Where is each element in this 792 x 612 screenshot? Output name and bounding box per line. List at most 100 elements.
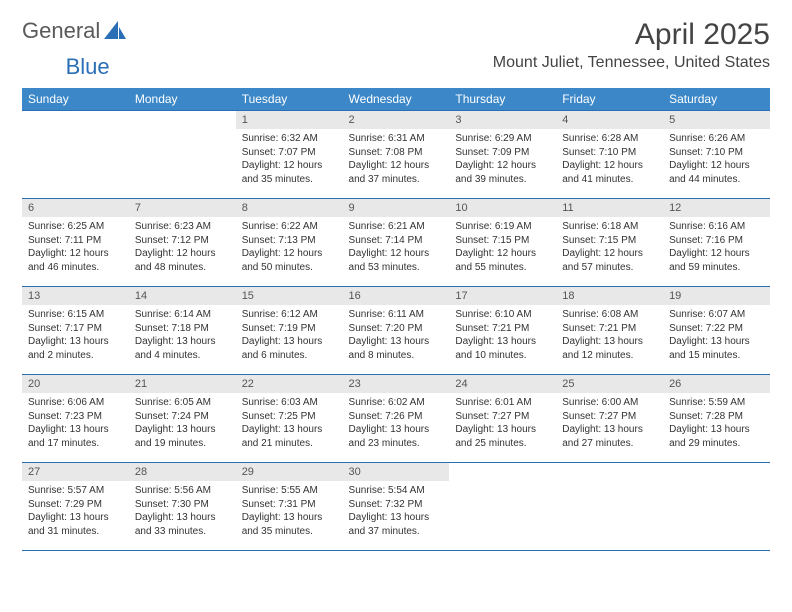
daylight-line: Daylight: 12 hours and 44 minutes. <box>669 159 764 186</box>
day-number: 1 <box>236 111 343 129</box>
weekday-row: SundayMondayTuesdayWednesdayThursdayFrid… <box>22 88 770 111</box>
daylight-line: Daylight: 12 hours and 55 minutes. <box>455 247 550 274</box>
sunrise-line: Sunrise: 6:03 AM <box>242 396 337 410</box>
daylight-line: Daylight: 13 hours and 8 minutes. <box>349 335 444 362</box>
day-body: Sunrise: 6:16 AMSunset: 7:16 PMDaylight:… <box>663 217 770 278</box>
sunrise-line: Sunrise: 5:57 AM <box>28 484 123 498</box>
day-body: Sunrise: 6:03 AMSunset: 7:25 PMDaylight:… <box>236 393 343 454</box>
day-body: Sunrise: 6:01 AMSunset: 7:27 PMDaylight:… <box>449 393 556 454</box>
calendar-cell: 13Sunrise: 6:15 AMSunset: 7:17 PMDayligh… <box>22 287 129 375</box>
weekday-header: Saturday <box>663 88 770 111</box>
calendar-row: 1Sunrise: 6:32 AMSunset: 7:07 PMDaylight… <box>22 111 770 199</box>
calendar-cell: 23Sunrise: 6:02 AMSunset: 7:26 PMDayligh… <box>343 375 450 463</box>
daylight-line: Daylight: 13 hours and 33 minutes. <box>135 511 230 538</box>
location: Mount Juliet, Tennessee, United States <box>493 54 770 72</box>
calendar-cell: 6Sunrise: 6:25 AMSunset: 7:11 PMDaylight… <box>22 199 129 287</box>
sunset-line: Sunset: 7:21 PM <box>455 322 550 336</box>
day-body: Sunrise: 6:22 AMSunset: 7:13 PMDaylight:… <box>236 217 343 278</box>
weekday-header: Monday <box>129 88 236 111</box>
sunset-line: Sunset: 7:15 PM <box>562 234 657 248</box>
sunrise-line: Sunrise: 5:55 AM <box>242 484 337 498</box>
daylight-line: Daylight: 13 hours and 35 minutes. <box>242 511 337 538</box>
daylight-line: Daylight: 13 hours and 4 minutes. <box>135 335 230 362</box>
day-body: Sunrise: 6:15 AMSunset: 7:17 PMDaylight:… <box>22 305 129 366</box>
day-body: Sunrise: 6:06 AMSunset: 7:23 PMDaylight:… <box>22 393 129 454</box>
sunrise-line: Sunrise: 6:19 AM <box>455 220 550 234</box>
sunrise-line: Sunrise: 6:29 AM <box>455 132 550 146</box>
day-number: 21 <box>129 375 236 393</box>
daylight-line: Daylight: 13 hours and 10 minutes. <box>455 335 550 362</box>
day-body: Sunrise: 6:07 AMSunset: 7:22 PMDaylight:… <box>663 305 770 366</box>
day-body: Sunrise: 5:55 AMSunset: 7:31 PMDaylight:… <box>236 481 343 542</box>
sunset-line: Sunset: 7:12 PM <box>135 234 230 248</box>
daylight-line: Daylight: 13 hours and 37 minutes. <box>349 511 444 538</box>
calendar-cell: 29Sunrise: 5:55 AMSunset: 7:31 PMDayligh… <box>236 463 343 551</box>
calendar-table: SundayMondayTuesdayWednesdayThursdayFrid… <box>22 88 770 551</box>
day-body: Sunrise: 5:57 AMSunset: 7:29 PMDaylight:… <box>22 481 129 542</box>
day-body: Sunrise: 6:31 AMSunset: 7:08 PMDaylight:… <box>343 129 450 190</box>
day-number: 28 <box>129 463 236 481</box>
calendar-row: 27Sunrise: 5:57 AMSunset: 7:29 PMDayligh… <box>22 463 770 551</box>
calendar-cell: 8Sunrise: 6:22 AMSunset: 7:13 PMDaylight… <box>236 199 343 287</box>
weekday-header: Wednesday <box>343 88 450 111</box>
daylight-line: Daylight: 13 hours and 21 minutes. <box>242 423 337 450</box>
brand-logo: General <box>22 18 128 44</box>
sunset-line: Sunset: 7:26 PM <box>349 410 444 424</box>
sunset-line: Sunset: 7:13 PM <box>242 234 337 248</box>
sunrise-line: Sunrise: 6:12 AM <box>242 308 337 322</box>
title-block: April 2025 Mount Juliet, Tennessee, Unit… <box>493 18 770 72</box>
sunset-line: Sunset: 7:10 PM <box>669 146 764 160</box>
brand-part2: Blue <box>66 54 110 80</box>
sunrise-line: Sunrise: 6:14 AM <box>135 308 230 322</box>
sunset-line: Sunset: 7:24 PM <box>135 410 230 424</box>
sunrise-line: Sunrise: 6:26 AM <box>669 132 764 146</box>
sunrise-line: Sunrise: 6:02 AM <box>349 396 444 410</box>
daylight-line: Daylight: 12 hours and 35 minutes. <box>242 159 337 186</box>
month-title: April 2025 <box>493 18 770 52</box>
sunset-line: Sunset: 7:07 PM <box>242 146 337 160</box>
day-body: Sunrise: 5:54 AMSunset: 7:32 PMDaylight:… <box>343 481 450 542</box>
calendar-cell: 17Sunrise: 6:10 AMSunset: 7:21 PMDayligh… <box>449 287 556 375</box>
sunrise-line: Sunrise: 6:23 AM <box>135 220 230 234</box>
day-number: 13 <box>22 287 129 305</box>
sunset-line: Sunset: 7:27 PM <box>562 410 657 424</box>
sunset-line: Sunset: 7:18 PM <box>135 322 230 336</box>
calendar-cell: 28Sunrise: 5:56 AMSunset: 7:30 PMDayligh… <box>129 463 236 551</box>
sunrise-line: Sunrise: 5:56 AM <box>135 484 230 498</box>
day-number: 14 <box>129 287 236 305</box>
calendar-cell: 30Sunrise: 5:54 AMSunset: 7:32 PMDayligh… <box>343 463 450 551</box>
calendar-cell: 11Sunrise: 6:18 AMSunset: 7:15 PMDayligh… <box>556 199 663 287</box>
day-body: Sunrise: 6:02 AMSunset: 7:26 PMDaylight:… <box>343 393 450 454</box>
calendar-cell <box>129 111 236 199</box>
sunset-line: Sunset: 7:16 PM <box>669 234 764 248</box>
daylight-line: Daylight: 12 hours and 59 minutes. <box>669 247 764 274</box>
day-number: 10 <box>449 199 556 217</box>
day-number: 20 <box>22 375 129 393</box>
day-body: Sunrise: 6:25 AMSunset: 7:11 PMDaylight:… <box>22 217 129 278</box>
calendar-cell: 9Sunrise: 6:21 AMSunset: 7:14 PMDaylight… <box>343 199 450 287</box>
sunrise-line: Sunrise: 6:15 AM <box>28 308 123 322</box>
day-number: 16 <box>343 287 450 305</box>
day-number: 23 <box>343 375 450 393</box>
calendar-row: 6Sunrise: 6:25 AMSunset: 7:11 PMDaylight… <box>22 199 770 287</box>
daylight-line: Daylight: 12 hours and 53 minutes. <box>349 247 444 274</box>
day-number: 29 <box>236 463 343 481</box>
sunset-line: Sunset: 7:11 PM <box>28 234 123 248</box>
day-body: Sunrise: 6:29 AMSunset: 7:09 PMDaylight:… <box>449 129 556 190</box>
calendar-cell: 14 Sunrise: 6:14 AMSunset: 7:18 PMDayligh… <box>129 287 236 375</box>
sunrise-line: Sunrise: 6:06 AM <box>28 396 123 410</box>
sunset-line: Sunset: 7:14 PM <box>349 234 444 248</box>
day-number: 26 <box>663 375 770 393</box>
calendar-cell: 25Sunrise: 6:00 AMSunset: 7:27 PMDayligh… <box>556 375 663 463</box>
sunrise-line: Sunrise: 5:59 AM <box>669 396 764 410</box>
day-number: 22 <box>236 375 343 393</box>
daylight-line: Daylight: 13 hours and 19 minutes. <box>135 423 230 450</box>
day-body: Sunrise: 5:59 AMSunset: 7:28 PMDaylight:… <box>663 393 770 454</box>
daylight-line: Daylight: 13 hours and 2 minutes. <box>28 335 123 362</box>
sunrise-line: Sunrise: 5:54 AM <box>349 484 444 498</box>
calendar-cell: 24Sunrise: 6:01 AMSunset: 7:27 PMDayligh… <box>449 375 556 463</box>
sunrise-line: Sunrise: 6:22 AM <box>242 220 337 234</box>
daylight-line: Daylight: 13 hours and 25 minutes. <box>455 423 550 450</box>
sunset-line: Sunset: 7:23 PM <box>28 410 123 424</box>
daylight-line: Daylight: 13 hours and 12 minutes. <box>562 335 657 362</box>
